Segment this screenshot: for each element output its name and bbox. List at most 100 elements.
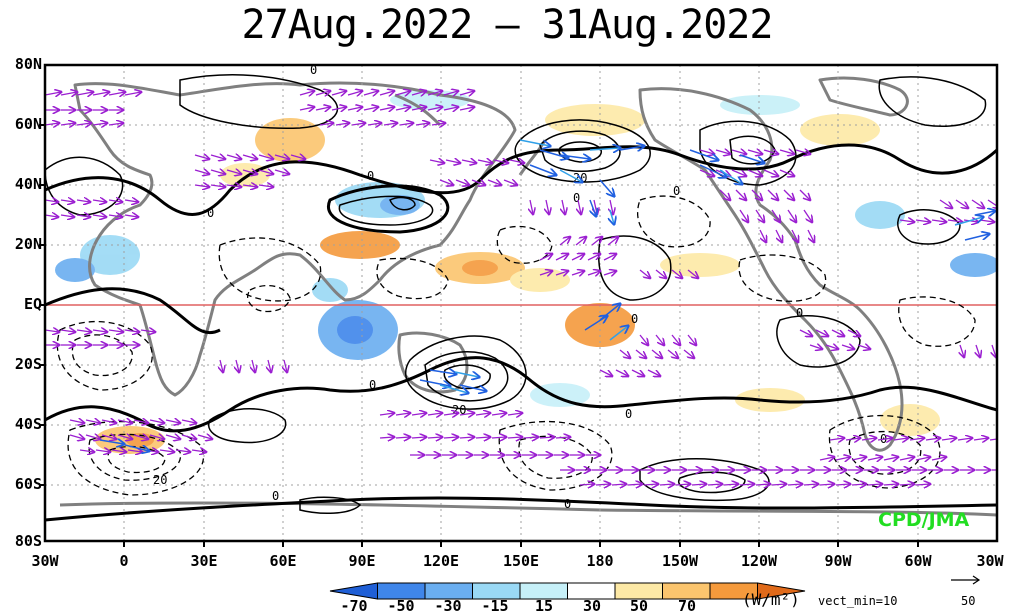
lon-label: 150W (661, 552, 699, 570)
flux-arrow (101, 435, 116, 439)
flux-arrow (124, 444, 149, 451)
flux-arrow (133, 435, 148, 439)
flux-arrow (579, 484, 594, 485)
flux-arrow (971, 199, 984, 208)
flux-arrow (226, 155, 241, 159)
flux-arrow (803, 209, 812, 222)
flux-arrow (85, 435, 100, 439)
flux-arrow (909, 438, 924, 440)
flux-arrow (491, 437, 506, 438)
flux-arrow (509, 160, 524, 163)
flux-arrow (140, 330, 155, 332)
flux-arrow (268, 359, 271, 372)
flux-arrow (210, 155, 225, 159)
lon-label: 60W (904, 552, 932, 570)
flux-arrow (101, 420, 116, 423)
flux-arrow (236, 359, 239, 372)
flux-arrow (459, 91, 474, 95)
flux-arrow (845, 438, 860, 440)
flux-arrow (60, 123, 75, 125)
flux-arrow (609, 326, 628, 341)
lon-label: 90E (348, 552, 376, 570)
credit-label: CPD/JMA (878, 509, 970, 531)
flux-arrow (411, 107, 426, 110)
flux-arrow (899, 457, 914, 460)
flux-arrow (379, 107, 394, 110)
flux-arrow (699, 164, 726, 177)
flux-arrow (599, 304, 620, 321)
flux-arrow (851, 457, 866, 460)
flux-arrow (45, 215, 58, 217)
flux-arrow (471, 180, 485, 185)
reference-vector (951, 575, 981, 585)
flux-arrow (461, 160, 476, 163)
flux-arrow (127, 450, 142, 452)
flux-arrow (575, 237, 586, 246)
flux-arrow (587, 271, 600, 275)
flux-arrow (331, 107, 346, 110)
flux-arrow (507, 413, 522, 415)
colorbar-label: -30 (434, 597, 462, 615)
flux-arrow (603, 254, 616, 261)
flux-arrow (395, 91, 410, 95)
flux-arrow (964, 234, 989, 241)
flux-arrow (175, 450, 190, 452)
flux-arrow (619, 349, 630, 358)
flux-arrow (589, 148, 620, 150)
flux-arrow (181, 420, 196, 423)
contour-label: 0 (631, 312, 638, 326)
flux-arrow (454, 372, 479, 377)
contour-label: 0 (564, 497, 571, 511)
flux-arrow (299, 107, 314, 110)
flux-arrow (487, 180, 501, 185)
flux-arrow (799, 329, 812, 336)
flux-arrow (242, 185, 257, 187)
flux-arrow (719, 189, 730, 200)
flux-arrow (475, 437, 490, 438)
flux-arrow (335, 123, 349, 125)
flux-arrow (60, 330, 75, 332)
flux-arrow (165, 435, 180, 439)
flux-arrow (992, 344, 996, 357)
vector-min-label: vect_min=10 (818, 594, 898, 608)
flux-arrow (735, 189, 746, 200)
lat-label: 80N (14, 55, 42, 73)
flux-arrow (939, 199, 952, 208)
flux-vectors (45, 91, 997, 485)
flux-arrow (415, 123, 429, 125)
flux-arrow (771, 484, 786, 485)
flux-arrow (829, 438, 844, 440)
flux-arrow (960, 344, 964, 357)
flux-arrow (555, 254, 568, 261)
flux-arrow (76, 330, 91, 332)
flux-arrow (76, 123, 91, 125)
axis-ticks (39, 124, 919, 547)
flux-arrow (383, 123, 397, 125)
flux-arrow (60, 215, 74, 217)
flux-arrow (687, 334, 696, 345)
flux-arrow (124, 92, 141, 95)
flux-arrow (258, 185, 273, 187)
flux-arrow (347, 107, 362, 110)
colorbar-label: 15 (534, 597, 554, 615)
flux-arrow (331, 91, 346, 95)
flux-arrow (775, 229, 782, 242)
flux-arrow (45, 330, 59, 332)
flux-arrow (363, 91, 378, 95)
flux-arrow (639, 334, 648, 345)
flux-arrow (443, 437, 458, 438)
flux-arrow (647, 369, 660, 376)
flux-arrow (731, 150, 746, 154)
colorbar-label: -70 (340, 597, 368, 615)
lat-label: 20S (14, 355, 42, 373)
flux-arrow (108, 330, 123, 332)
flux-arrow (667, 349, 678, 358)
flux-arrow (429, 160, 444, 163)
flux-arrow (607, 237, 618, 246)
flux-arrow (379, 437, 394, 438)
flux-arrow (825, 345, 838, 349)
flux-arrow (194, 155, 209, 159)
flux-arrow (443, 107, 458, 110)
flux-arrow (731, 169, 746, 176)
flux-arrow (655, 334, 664, 345)
